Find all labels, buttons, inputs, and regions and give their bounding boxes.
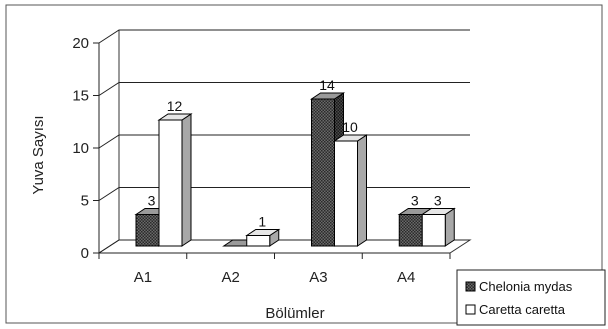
bar-caretta-caretta-a1 (157, 113, 193, 247)
data-label: 3 (411, 193, 419, 209)
data-label: 3 (148, 193, 156, 209)
legend: Chelonia mydas Caretta caretta (456, 269, 606, 326)
tick-labels: 0 5 10 15 20 A1 A2 A3 A4 (72, 35, 415, 286)
x-tick-label: A1 (134, 269, 152, 286)
bar-caretta-caretta-a3 (332, 134, 369, 247)
data-label: 1 (258, 214, 266, 230)
gridline (98, 29, 470, 44)
y-tick-label: 20 (72, 35, 89, 52)
legend-swatch-chelonia (465, 281, 476, 292)
axes (93, 42, 451, 259)
y-tick-label: 15 (72, 88, 89, 105)
legend-swatch-caretta (465, 304, 476, 315)
y-tick-label: 10 (72, 140, 89, 157)
bar-caretta-caretta-a2 (245, 228, 281, 247)
legend-box (456, 269, 606, 326)
data-label: 10 (342, 119, 358, 135)
y-axis-title: Yuva Sayısı (30, 115, 47, 194)
legend-label-caretta: Caretta caretta (479, 302, 566, 317)
y-tick-label: 5 (81, 193, 89, 210)
gridline (98, 82, 470, 96)
x-tick-label: A2 (221, 269, 239, 286)
y-tick-label: 0 (81, 245, 89, 262)
data-label: 14 (319, 77, 335, 93)
x-axis-title: Bölümler (265, 305, 324, 322)
x-tick-label: A4 (397, 269, 415, 286)
data-label: 3 (434, 193, 442, 209)
x-tick-label: A3 (309, 269, 327, 286)
bars (134, 92, 456, 247)
bar-caretta-caretta-a4 (420, 207, 456, 247)
data-label: 12 (167, 98, 183, 114)
legend-label-chelonia: Chelonia mydas (479, 279, 573, 294)
